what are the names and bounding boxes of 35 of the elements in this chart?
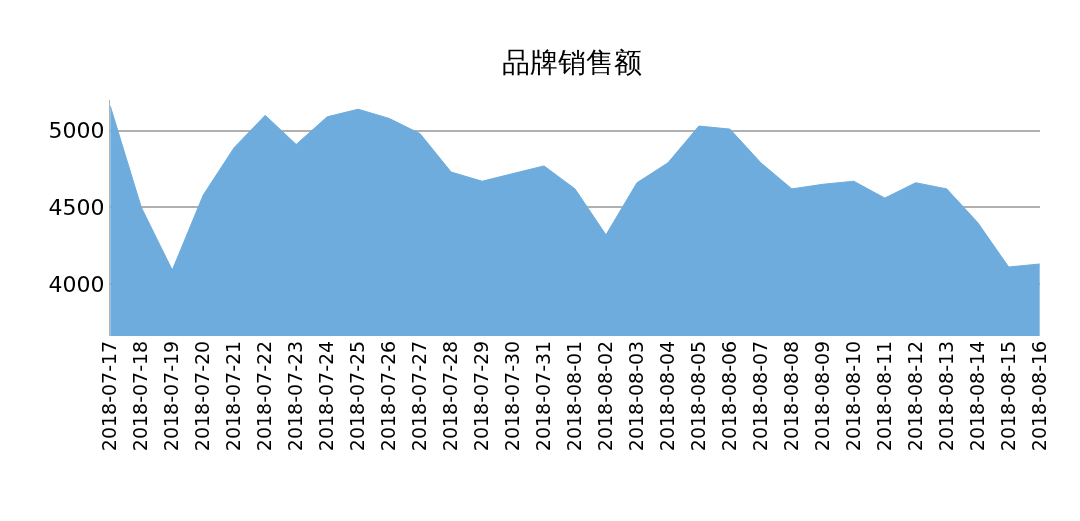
x-tick-label: 2018-07-29 — [470, 340, 493, 452]
x-tick-label: 2018-07-26 — [377, 340, 400, 452]
chart-title: 品牌销售额 — [502, 45, 643, 79]
x-tick-label: 2018-08-12 — [903, 340, 926, 452]
x-tick-label: 2018-07-19 — [160, 340, 183, 452]
x-tick-label: 2018-07-17 — [98, 340, 121, 452]
x-tick-label: 2018-07-23 — [284, 340, 307, 452]
x-tick-label: 2018-08-09 — [811, 340, 834, 452]
y-tick-label: 4500 — [48, 194, 105, 220]
x-tick-label: 2018-07-31 — [532, 340, 555, 452]
x-tick-label: 2018-08-05 — [687, 340, 710, 452]
x-tick-label: 2018-07-25 — [346, 340, 369, 452]
x-tick-label: 2018-08-04 — [656, 340, 679, 452]
x-tick-label: 2018-08-02 — [594, 340, 617, 452]
x-tick-label: 2018-07-27 — [408, 340, 431, 452]
y-tick-label: 4000 — [48, 271, 105, 297]
x-tick-label: 2018-07-18 — [129, 340, 152, 452]
x-tick-label: 2018-08-11 — [872, 340, 895, 452]
x-tick-label: 2018-07-22 — [253, 340, 276, 452]
x-tick-label: 2018-08-01 — [563, 340, 586, 452]
x-tick-label: 2018-07-21 — [222, 340, 245, 452]
x-tick-label: 2018-07-28 — [439, 340, 462, 452]
x-tick-label: 2018-07-24 — [315, 340, 338, 452]
x-tick-label: 2018-08-15 — [996, 340, 1019, 452]
x-tick-label: 2018-08-14 — [965, 340, 988, 452]
x-tick-label: 2018-08-08 — [780, 340, 803, 452]
x-tick-label: 2018-07-20 — [191, 340, 214, 452]
x-tick-label: 2018-08-10 — [841, 340, 864, 452]
x-tick-label: 2018-08-13 — [934, 340, 957, 452]
y-tick-label: 5000 — [48, 118, 105, 144]
x-tick-label: 2018-08-06 — [718, 340, 741, 452]
x-tick-label: 2018-08-16 — [1027, 340, 1050, 452]
x-tick-label: 2018-07-30 — [501, 340, 524, 452]
x-tick-label: 2018-08-07 — [749, 340, 772, 452]
x-tick-label: 2018-08-03 — [625, 340, 648, 452]
